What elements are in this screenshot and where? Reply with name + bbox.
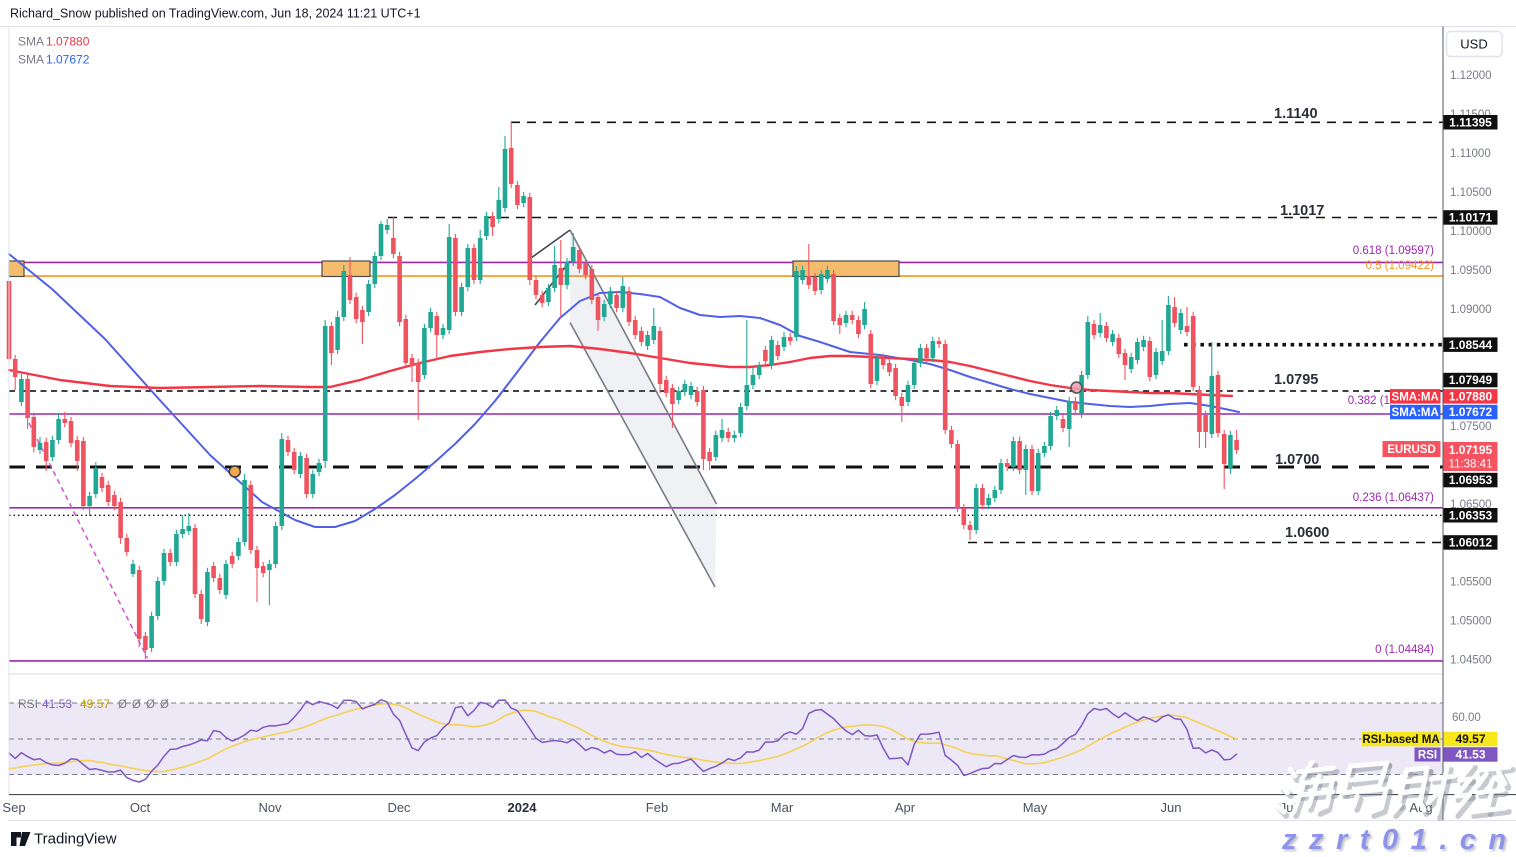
svg-text:1.11395: 1.11395 (1449, 116, 1492, 130)
svg-text:41.53: 41.53 (42, 697, 72, 711)
svg-text:0.5 (1.09422): 0.5 (1.09422) (1366, 260, 1435, 272)
svg-text:USD: USD (1460, 37, 1487, 52)
svg-text:RSI: RSI (1418, 750, 1437, 762)
svg-text:1.08544: 1.08544 (1449, 338, 1493, 352)
svg-text:1.07880: 1.07880 (1449, 390, 1493, 404)
svg-text:1.10171: 1.10171 (1449, 211, 1493, 225)
svg-text:1.07500: 1.07500 (1450, 421, 1492, 433)
svg-text:0.236 (1.06437): 0.236 (1.06437) (1353, 492, 1434, 504)
svg-text:Ø: Ø (132, 699, 141, 711)
svg-text:SMA:MA: SMA:MA (1392, 407, 1439, 419)
svg-text:49.57: 49.57 (1455, 732, 1485, 746)
svg-text:SMA: SMA (18, 35, 44, 49)
svg-text:2024: 2024 (508, 800, 538, 815)
svg-text:1.07672: 1.07672 (46, 53, 90, 67)
svg-text:1.04500: 1.04500 (1450, 655, 1492, 667)
svg-text:1.1140: 1.1140 (1274, 106, 1318, 122)
svg-text:Mar: Mar (771, 800, 794, 815)
svg-text:1.10500: 1.10500 (1450, 187, 1492, 199)
svg-text:1.0600: 1.0600 (1285, 525, 1329, 541)
svg-text:41.53: 41.53 (1455, 748, 1485, 762)
svg-text:May: May (1023, 800, 1048, 815)
svg-text:Oct: Oct (130, 800, 151, 815)
svg-text:1.07672: 1.07672 (1449, 405, 1493, 419)
svg-text:1.1017: 1.1017 (1280, 203, 1324, 219)
svg-text:SMA:MA: SMA:MA (1392, 391, 1439, 403)
svg-text:1.05500: 1.05500 (1450, 577, 1492, 589)
svg-text:1.10000: 1.10000 (1450, 226, 1492, 238)
svg-text:1.06953: 1.06953 (1449, 473, 1493, 487)
svg-text:EURUSD: EURUSD (1387, 444, 1436, 456)
svg-text:1.0795: 1.0795 (1274, 372, 1318, 388)
svg-text:1.06500: 1.06500 (1450, 499, 1492, 511)
svg-text:0 (1.04484): 0 (1.04484) (1375, 644, 1434, 656)
svg-text:Ø: Ø (118, 699, 127, 711)
svg-text:Ø: Ø (146, 699, 155, 711)
svg-text:1.07949: 1.07949 (1449, 373, 1493, 387)
svg-text:1.0700: 1.0700 (1275, 452, 1319, 468)
svg-text:Ø: Ø (160, 699, 169, 711)
svg-text:0.618 (1.09597): 0.618 (1.09597) (1353, 245, 1434, 257)
svg-text:Richard_Snow published on Trad: Richard_Snow published on TradingView.co… (10, 7, 421, 21)
svg-text:1.12000: 1.12000 (1450, 70, 1492, 82)
svg-text:1.06353: 1.06353 (1449, 509, 1493, 523)
svg-text:RSI-based MA: RSI-based MA (1362, 734, 1439, 746)
svg-text:Sep: Sep (2, 800, 25, 815)
svg-text:60.00: 60.00 (1452, 712, 1481, 724)
svg-text:SMA: SMA (18, 53, 44, 67)
svg-text:TradingView: TradingView (34, 831, 117, 848)
svg-text:1.11000: 1.11000 (1450, 148, 1491, 160)
svg-text:49.57: 49.57 (80, 697, 110, 711)
svg-text:Jun: Jun (1161, 800, 1182, 815)
svg-text:1.07195: 1.07195 (1449, 443, 1493, 457)
svg-text:RSI: RSI (18, 697, 38, 711)
svg-text:1.09500: 1.09500 (1450, 265, 1492, 277)
svg-text:11:38:41: 11:38:41 (1449, 459, 1493, 471)
svg-text:1.05000: 1.05000 (1450, 616, 1492, 628)
svg-text:1.07880: 1.07880 (46, 35, 90, 49)
svg-text:0.382 (1: 0.382 (1 (1348, 395, 1390, 407)
svg-text:1.06012: 1.06012 (1449, 536, 1493, 550)
svg-text:Feb: Feb (646, 800, 668, 815)
svg-text:1.09000: 1.09000 (1450, 304, 1492, 316)
svg-text:Nov: Nov (258, 800, 282, 815)
svg-text:Apr: Apr (895, 800, 916, 815)
svg-text:Dec: Dec (387, 800, 411, 815)
